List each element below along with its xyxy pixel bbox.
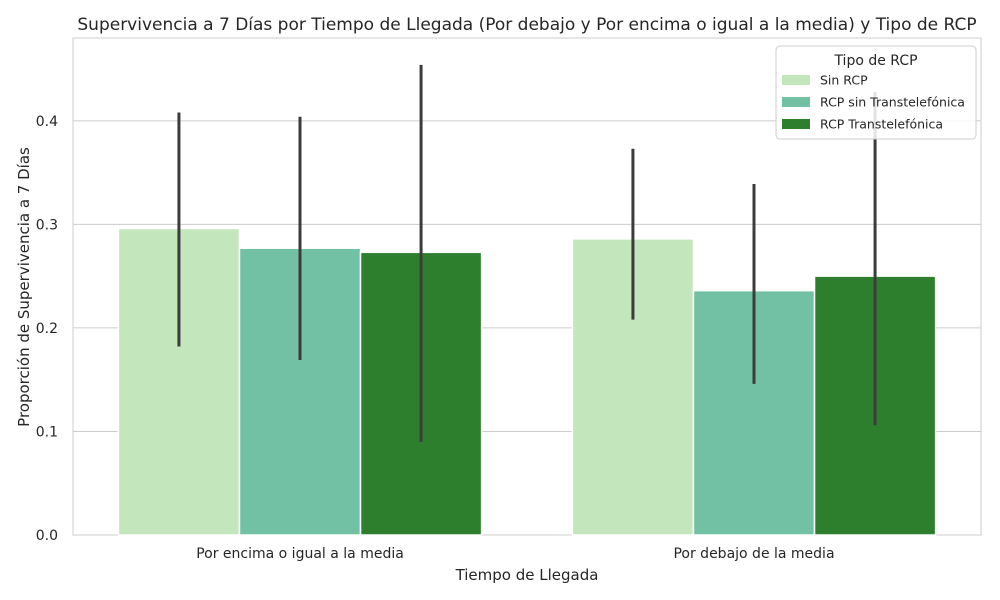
y-tick-label: 0.4 bbox=[36, 114, 58, 130]
errorbars-group bbox=[177, 64, 877, 442]
chart-title: Supervivencia a 7 Días por Tiempo de Lle… bbox=[77, 15, 976, 35]
legend-title: Tipo de RCP bbox=[833, 53, 917, 69]
legend-label: RCP Transtelefónica bbox=[820, 117, 943, 132]
legend-swatch bbox=[782, 75, 810, 85]
legend-swatch bbox=[782, 119, 810, 129]
x-axis-label: Tiempo de Llegada bbox=[455, 566, 599, 584]
y-axis-label: Proporción de Supervivencia a 7 Días bbox=[15, 147, 33, 427]
x-tick-labels: Por encima o igual a la media Por debajo … bbox=[196, 546, 834, 562]
legend-box bbox=[775, 45, 977, 140]
y-tick-label: 0.0 bbox=[36, 528, 58, 544]
legend: Tipo de RCP Sin RCP RCP sin Transtelefóni… bbox=[775, 45, 977, 140]
y-tick-label: 0.2 bbox=[36, 321, 58, 337]
x-tick-label: Por encima o igual a la media bbox=[196, 546, 404, 562]
y-tick-labels: 0.0 0.1 0.2 0.3 0.4 bbox=[36, 114, 58, 544]
y-tick-label: 0.1 bbox=[36, 424, 58, 440]
legend-swatch bbox=[782, 97, 810, 107]
x-tick-label: Por debajo de la media bbox=[673, 546, 834, 562]
y-tick-label: 0.3 bbox=[36, 217, 58, 233]
legend-label: RCP sin Transtelefónica bbox=[820, 95, 965, 110]
legend-label: Sin RCP bbox=[820, 73, 868, 88]
